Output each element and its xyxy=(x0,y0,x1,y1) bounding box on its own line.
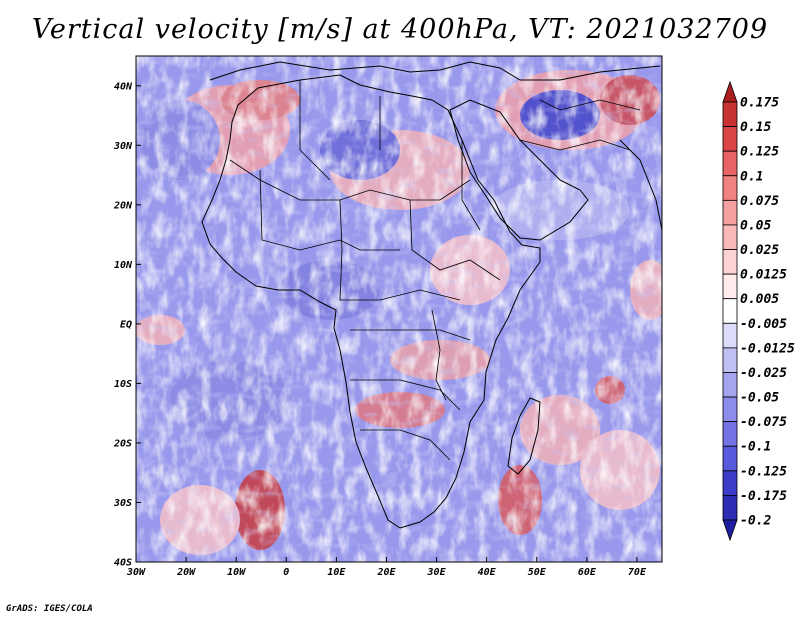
colorbar-label: -0.175 xyxy=(740,489,787,504)
colorbar-swatch xyxy=(722,199,738,226)
madagascar-coastline xyxy=(507,397,541,475)
arabia-coastline xyxy=(449,99,589,241)
colorbar-label: 0.125 xyxy=(740,145,779,160)
colorbar-label: 0.175 xyxy=(740,96,779,111)
europe-coastline xyxy=(209,61,661,81)
x-tick-label: 30W xyxy=(126,567,146,578)
x-axis-ticks: 30W 20W 10W 0 10E 20E 30E 40E 50E 60E 70E xyxy=(126,557,647,578)
y-tick-label: 30S xyxy=(113,498,132,509)
colorbar-swatch xyxy=(722,150,738,177)
colorbar-swatch xyxy=(722,126,738,152)
coastlines xyxy=(201,61,662,529)
y-axis-ticks: 40N 30N 20N 10N EQ 10S 20S 30S 40S xyxy=(113,81,141,569)
x-tick-label: 50E xyxy=(528,567,547,578)
y-tick-label: 10S xyxy=(114,379,132,390)
colorbar-swatch xyxy=(722,175,738,201)
x-tick-label: 10E xyxy=(327,567,346,578)
colorbar-label: 0.15 xyxy=(740,120,771,135)
y-tick-label: 10N xyxy=(114,260,133,271)
colorbar-label: -0.075 xyxy=(740,415,787,430)
colorbar-swatch xyxy=(722,101,738,127)
colorbar-swatch xyxy=(722,495,738,521)
x-tick-label: 20E xyxy=(376,567,396,578)
colorbar-label: -0.1 xyxy=(740,440,771,455)
x-tick-label: 10W xyxy=(227,567,246,578)
x-tick-label: 40E xyxy=(478,567,497,578)
y-tick-label: 20N xyxy=(113,200,133,211)
colorbar-swatch xyxy=(722,445,738,472)
chart-title: Vertical velocity [m/s] at 400hPa, VT: 2… xyxy=(31,14,769,45)
colorbar-label: -0.005 xyxy=(740,317,787,332)
y-tick-label: 20S xyxy=(113,438,132,449)
colorbar-swatch xyxy=(722,372,738,398)
x-tick-label: 20W xyxy=(176,567,196,578)
colorbar-swatch xyxy=(722,322,738,349)
x-tick-label: 30E xyxy=(427,567,447,578)
y-tick-label: 40N xyxy=(114,81,133,92)
colorbar-label: -0.125 xyxy=(740,464,787,479)
colorbar-swatch xyxy=(722,273,738,300)
colorbar-label: -0.0125 xyxy=(740,341,795,356)
colorbar-swatch xyxy=(722,421,738,447)
colorbar-label: -0.05 xyxy=(740,391,779,406)
colorbar-swatch xyxy=(722,224,738,250)
colorbar-label: -0.2 xyxy=(740,514,771,529)
colorbar-swatch xyxy=(722,470,738,496)
colorbar-label: -0.025 xyxy=(740,366,787,381)
x-tick-label: 0 xyxy=(283,567,289,578)
colorbar-label: 0.075 xyxy=(740,194,779,209)
country-borders xyxy=(229,80,641,461)
colorbar-swatch xyxy=(722,396,738,423)
credit-label: GrADS: IGES/COLA xyxy=(6,604,93,614)
colorbar: 0.175 0.15 0.125 0.1 0.075 0.05 0.025 0.0125 0.0… xyxy=(722,80,795,542)
colorbar-extend-max xyxy=(722,80,738,103)
colorbar-swatch xyxy=(722,249,738,275)
x-tick-label: 70E xyxy=(628,567,647,578)
colorbar-label: 0.0125 xyxy=(740,268,787,283)
colorbar-extend-min xyxy=(722,519,738,542)
colorbar-label: 0.1 xyxy=(740,169,763,184)
y-tick-label: 40S xyxy=(114,558,132,569)
y-tick-label: 30N xyxy=(113,141,133,152)
x-tick-label: 60E xyxy=(578,567,597,578)
field-noise-white xyxy=(136,56,662,562)
colorbar-label: 0.05 xyxy=(740,218,771,233)
plot-frame xyxy=(135,55,663,563)
colorbar-swatch xyxy=(722,298,738,324)
y-tick-label: EQ xyxy=(120,319,132,330)
plot-area xyxy=(136,56,662,562)
colorbar-label: 0.005 xyxy=(740,292,779,307)
colorbar-label: 0.025 xyxy=(740,243,779,258)
colorbar-swatch xyxy=(722,347,738,373)
